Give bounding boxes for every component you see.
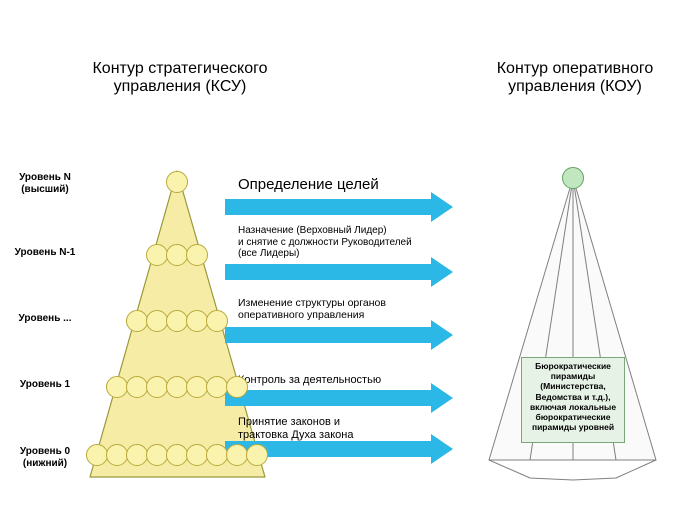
pyramid-node xyxy=(126,310,148,332)
pyramid-node xyxy=(126,376,148,398)
pyramid-node xyxy=(166,376,188,398)
arrow-label: Изменение структуры органов оперативного… xyxy=(238,297,463,321)
arrow-label: Принятие законов и трактовка Духа закона xyxy=(238,416,463,441)
shape-layer xyxy=(0,0,700,525)
pyramid-node xyxy=(186,444,208,466)
pyramid-node xyxy=(226,444,248,466)
pyramid-node xyxy=(146,244,168,266)
level-label: Уровень ... xyxy=(6,313,84,325)
pyramid-node xyxy=(126,444,148,466)
arrow-label: Определение целей xyxy=(238,176,463,193)
pyramid-node xyxy=(206,376,228,398)
pyramid-node xyxy=(186,376,208,398)
pyramid-node xyxy=(186,310,208,332)
pyramid-node xyxy=(106,444,128,466)
pyramid-node xyxy=(166,310,188,332)
pyramid-node xyxy=(166,171,188,193)
level-label: Уровень N-1 xyxy=(6,247,84,259)
pyramid-node xyxy=(206,444,228,466)
pyramid-node xyxy=(146,310,168,332)
level-label: Уровень N (высший) xyxy=(6,172,84,196)
pyramid-node xyxy=(246,444,268,466)
right-box: Бюрократические пирамиды (Министерства, … xyxy=(521,357,625,443)
pyramid-node xyxy=(146,376,168,398)
level-label: Уровень 0 (нижний) xyxy=(6,446,84,470)
pyramid-node xyxy=(186,244,208,266)
pyramid-node xyxy=(106,376,128,398)
pyramid-node xyxy=(562,167,584,189)
pyramid-node xyxy=(166,244,188,266)
pyramid-node xyxy=(166,444,188,466)
arrow-label: Контроль за деятельностью xyxy=(238,374,463,387)
arrow-label: Назначение (Верховный Лидер) и снятие с … xyxy=(238,225,463,260)
pyramid-node xyxy=(206,310,228,332)
pyramid-node xyxy=(86,444,108,466)
pyramid-node xyxy=(226,376,248,398)
pyramid-node xyxy=(146,444,168,466)
level-label: Уровень 1 xyxy=(6,379,84,391)
